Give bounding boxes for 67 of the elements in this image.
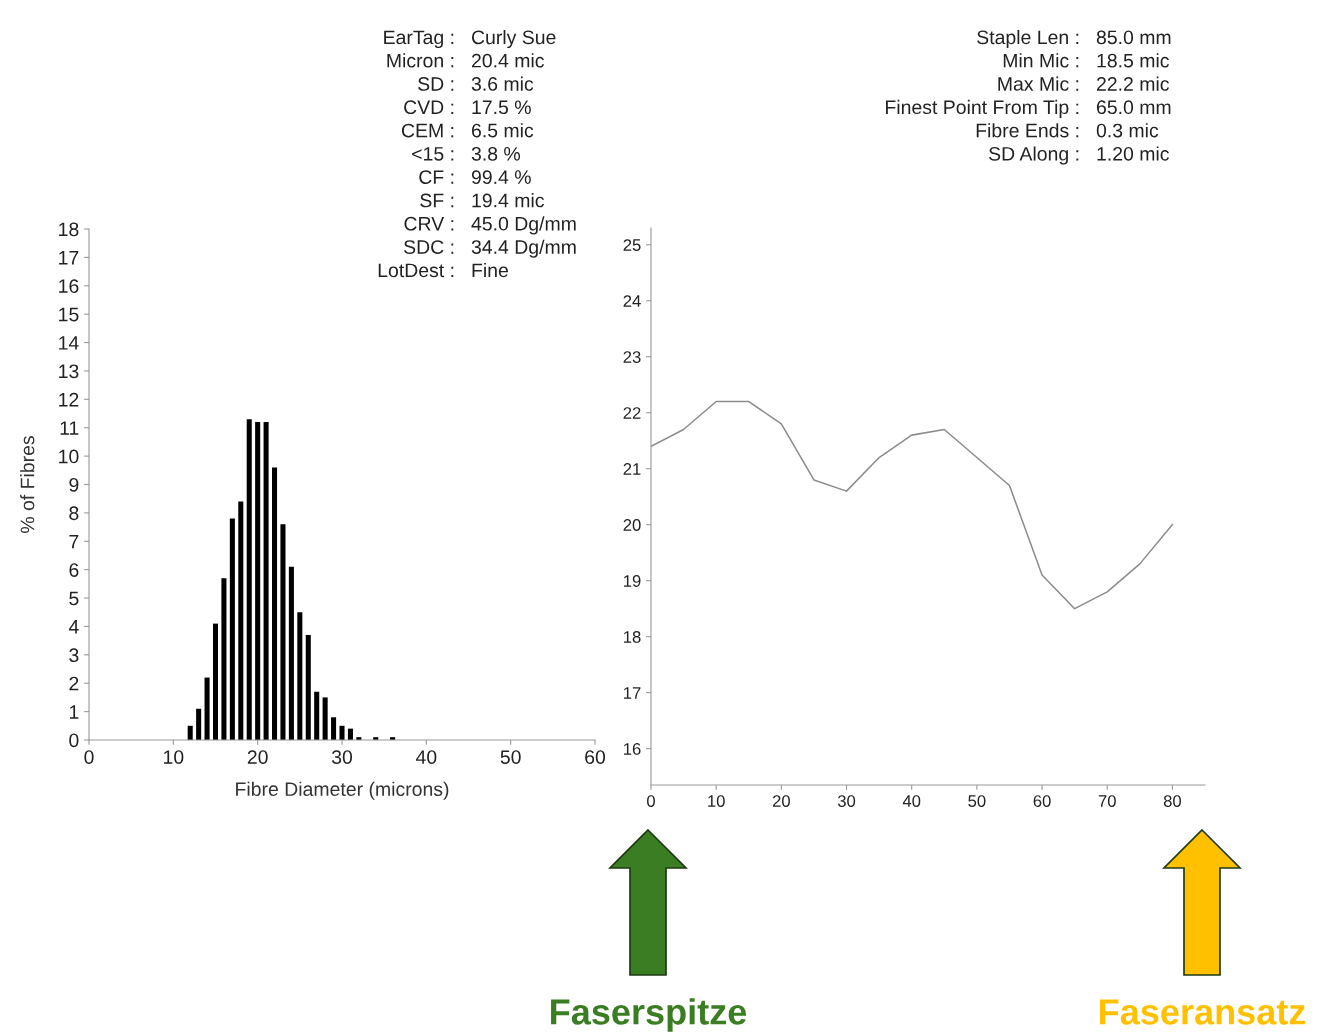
- text: Fibre Ends : 0.3 mic: [976, 123, 1159, 138]
- text: SD Along : 1.20 mic: [989, 146, 1169, 165]
- y-tick-label: 19: [624, 575, 641, 587]
- y-tick-label: 25: [623, 239, 641, 251]
- text: CEM : 6.5 mic: [401, 123, 534, 138]
- annotation: CRV : 45.0 Dg/mm: [404, 216, 576, 235]
- x-tick-label: 0: [647, 795, 655, 807]
- x-tick-label: 0: [84, 750, 94, 764]
- y-tick-label: 0: [69, 733, 79, 748]
- y-axis-title: % of Fibres: [20, 436, 35, 533]
- text: CF : 99.4 %: [419, 170, 531, 185]
- text: SD : 3.6 mic: [418, 76, 534, 91]
- text: Max Mic : 22.2 mic: [998, 76, 1169, 91]
- text: Faserspitze: [551, 998, 747, 1032]
- x-tick-label: 50: [500, 750, 521, 764]
- y-tick-label: 12: [59, 392, 79, 407]
- y-tick-label: 5: [69, 591, 79, 606]
- y-tick-label: 15: [59, 307, 79, 322]
- y-tick-label: 18: [624, 631, 641, 643]
- x-tick-label: 30: [837, 795, 856, 807]
- annotation: LotDest : Fine: [378, 262, 508, 278]
- y-tick-label: 23: [623, 351, 641, 363]
- x-tick-label: 70: [1098, 795, 1116, 807]
- x-tick-label: 60: [585, 750, 606, 764]
- x-tick-label: 30: [331, 750, 353, 764]
- y-tick-label: 11: [60, 421, 79, 435]
- text: Finest Point From Tip : 65.0 mm: [886, 99, 1171, 118]
- y-tick-label: 10: [59, 449, 79, 464]
- x-tick-label: 10: [708, 795, 725, 807]
- x-tick-label: 80: [1163, 795, 1182, 807]
- text: EarTag : Curly Sue: [384, 29, 556, 49]
- y-tick-label: 17: [624, 687, 641, 699]
- x-tick-label: 40: [415, 750, 437, 764]
- y-tick-label: 1: [69, 705, 79, 719]
- x-tick-label: 20: [772, 795, 790, 807]
- annotation: SDC : 34.4 Dg/mm: [404, 239, 576, 258]
- text: CVD : 17.5 %: [404, 100, 531, 115]
- text: Min Mic : 18.5 mic: [1003, 53, 1169, 68]
- y-tick-label: 13: [59, 364, 79, 379]
- y-tick-label: 4: [68, 620, 79, 634]
- y-tick-label: 2: [69, 676, 79, 691]
- text: Staple Len : 85.0 mm: [977, 29, 1171, 49]
- x-tick-label: 10: [164, 750, 184, 764]
- y-tick-label: 17: [59, 251, 79, 265]
- x-axis-title: Fibre Diameter (microns): [236, 781, 449, 800]
- y-tick-label: 9: [69, 477, 79, 492]
- y-tick-label: 16: [624, 743, 641, 755]
- x-tick-label: 40: [902, 795, 921, 807]
- x-tick-label: 60: [1033, 795, 1051, 807]
- line-series: [651, 400, 1174, 610]
- y-tick-label: 21: [623, 463, 641, 475]
- y-tick-label: 14: [59, 336, 79, 350]
- text: Faseransatz: [1100, 999, 1306, 1025]
- y-tick-label: 24: [623, 295, 641, 307]
- text: <15 : 3.8 %: [412, 146, 521, 161]
- y-tick-label: 8: [69, 506, 79, 521]
- y-tick-label: 6: [69, 563, 79, 577]
- x-tick-label: 20: [247, 750, 268, 764]
- text: SF : 19.4 mic: [420, 193, 544, 208]
- y-tick-label: 7: [69, 534, 79, 549]
- y-tick-label: 22: [623, 407, 641, 419]
- y-tick-label: 20: [623, 519, 641, 531]
- text: Micron : 20.4 mic: [387, 53, 544, 68]
- y-tick-label: 18: [59, 222, 79, 237]
- x-tick-label: 50: [968, 795, 986, 807]
- y-tick-label: 16: [59, 279, 79, 294]
- y-tick-label: 3: [69, 648, 79, 663]
